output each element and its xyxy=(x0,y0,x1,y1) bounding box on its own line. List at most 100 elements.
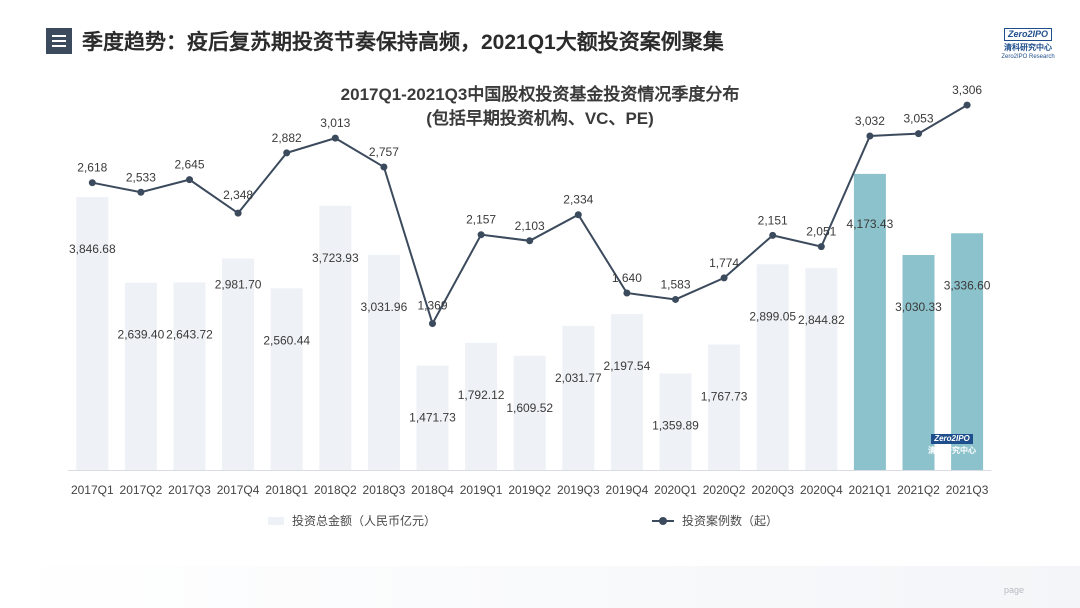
bar-2019Q3 xyxy=(562,325,595,470)
deal-value-label-2020Q4: 2,051 xyxy=(806,225,836,239)
bar-value-label-2018Q1: 2,560.44 xyxy=(263,333,310,347)
logo-cn-name: 清科研究中心 xyxy=(1004,43,1052,52)
watermark-cn-name: 清科研究中心 xyxy=(928,446,976,455)
x-tick-label-2020Q4: 2020Q4 xyxy=(800,483,843,497)
x-tick-label-2019Q3: 2019Q3 xyxy=(557,483,600,497)
footer-bar xyxy=(0,566,1080,608)
bar-2020Q2 xyxy=(708,344,741,470)
deal-point-2020Q1 xyxy=(672,295,679,303)
deal-value-label-2017Q2: 2,533 xyxy=(126,170,156,184)
deal-point-2020Q4 xyxy=(817,243,825,251)
x-tick-label-2018Q4: 2018Q4 xyxy=(411,483,454,497)
deal-point-2021Q1 xyxy=(866,132,874,140)
deal-value-label-2020Q2: 1,774 xyxy=(709,256,739,270)
bar-2019Q1 xyxy=(465,342,498,470)
bar-value-label-2020Q1: 1,359.89 xyxy=(652,419,699,433)
bar-value-label-2020Q3: 2,899.05 xyxy=(749,309,796,323)
x-tick-label-2019Q1: 2019Q1 xyxy=(460,483,503,497)
legend-bar-swatch xyxy=(268,517,284,525)
x-tick-label-2018Q2: 2018Q2 xyxy=(314,483,357,497)
deal-point-2018Q3 xyxy=(380,163,388,171)
legend-line-label: 投资案例数（起） xyxy=(682,514,779,528)
x-tick-label-2020Q1: 2020Q1 xyxy=(654,483,697,497)
deal-value-label-2017Q1: 2,618 xyxy=(77,161,107,175)
deal-point-2021Q3 xyxy=(963,101,971,109)
chart-watermark: Zero2IPO 清科研究中心 xyxy=(922,428,982,456)
deal-value-label-2019Q4: 1,640 xyxy=(612,271,642,285)
x-tick-label-2019Q4: 2019Q4 xyxy=(606,483,649,497)
menu-icon[interactable] xyxy=(46,28,72,54)
bar-value-label-2017Q1: 3,846.68 xyxy=(69,242,116,256)
deal-point-2019Q3 xyxy=(574,211,582,219)
chart-title: 2017Q1-2021Q3中国股权投资基金投资情况季度分布 xyxy=(340,85,740,104)
x-tick-label-2019Q2: 2019Q2 xyxy=(508,483,551,497)
bar-2017Q1 xyxy=(76,197,109,470)
deal-point-2020Q3 xyxy=(769,231,777,239)
x-tick-label-2021Q3: 2021Q3 xyxy=(946,483,989,497)
deal-value-label-2018Q3: 2,757 xyxy=(369,145,399,159)
bar-value-label-2019Q3: 2,031.77 xyxy=(555,371,602,385)
bar-value-label-2017Q2: 2,639.40 xyxy=(118,328,165,342)
bar-value-label-2021Q3: 3,336.60 xyxy=(944,278,991,292)
bar-2018Q4 xyxy=(416,365,449,470)
deal-point-2018Q1 xyxy=(283,149,291,157)
deal-value-label-2017Q4: 2,348 xyxy=(223,188,253,202)
deal-point-2017Q3 xyxy=(186,176,193,184)
bar-value-label-2021Q1: 4,173.43 xyxy=(847,217,894,231)
bar-2017Q3 xyxy=(173,282,206,470)
bar-2017Q2 xyxy=(124,282,157,470)
page-title: 季度趋势：疫后复苏期投资节奏保持高频，2021Q1大额投资案例聚集 xyxy=(82,31,724,54)
deal-value-label-2018Q4: 1,369 xyxy=(417,299,447,313)
deal-point-2017Q1 xyxy=(88,179,96,187)
bar-2021Q3 xyxy=(951,233,984,470)
x-tick-label-2021Q1: 2021Q1 xyxy=(849,483,892,497)
bar-value-label-2018Q2: 3,723.93 xyxy=(312,251,359,265)
slide-header: 季度趋势：疫后复苏期投资节奏保持高频，2021Q1大额投资案例聚集 Zero2I… xyxy=(0,0,1080,84)
deal-value-label-2018Q1: 2,882 xyxy=(272,131,302,145)
bar-2019Q2 xyxy=(513,355,546,470)
x-tick-label-2017Q4: 2017Q4 xyxy=(217,483,260,497)
x-tick-label-2018Q3: 2018Q3 xyxy=(363,483,406,497)
watermark-badge: Zero2IPO xyxy=(931,434,973,444)
bar-2021Q2 xyxy=(902,254,935,470)
legend-line-marker xyxy=(659,517,667,525)
deal-point-2018Q4 xyxy=(429,320,436,328)
zero2ipo-logo: Zero2IPO 清科研究中心 Zero2IPO Research xyxy=(998,24,1058,64)
deal-point-2017Q2 xyxy=(137,188,145,196)
bar-value-label-2017Q4: 2,981.70 xyxy=(215,277,262,291)
deal-value-label-2019Q3: 2,334 xyxy=(563,193,593,207)
bar-2018Q1 xyxy=(270,288,303,470)
bar-value-label-2017Q3: 2,643.72 xyxy=(166,327,213,341)
x-tick-label-2021Q2: 2021Q2 xyxy=(897,483,940,497)
deal-value-label-2019Q2: 2,103 xyxy=(515,219,545,233)
x-tick-label-2018Q1: 2018Q1 xyxy=(265,483,308,497)
deal-value-label-2021Q2: 3,053 xyxy=(903,112,933,126)
bar-value-label-2018Q3: 3,031.96 xyxy=(361,300,408,314)
deal-value-label-2019Q1: 2,157 xyxy=(466,213,496,227)
legend-bar-label: 投资总金额（人民币亿元） xyxy=(292,514,437,528)
bar-value-label-2019Q1: 1,792.12 xyxy=(458,388,505,402)
deal-value-label-2017Q3: 2,645 xyxy=(174,158,204,172)
deal-value-label-2020Q3: 2,151 xyxy=(758,213,788,227)
bar-2020Q4 xyxy=(805,268,838,470)
bar-value-label-2019Q2: 1,609.52 xyxy=(506,401,553,415)
bar-2019Q4 xyxy=(610,314,643,470)
deal-point-2019Q2 xyxy=(526,237,534,245)
deal-point-2020Q2 xyxy=(720,274,728,282)
bar-2020Q3 xyxy=(756,264,789,470)
logo-badge: Zero2IPO xyxy=(1003,28,1052,41)
bar-2018Q2 xyxy=(319,205,352,470)
deal-value-label-2018Q2: 3,013 xyxy=(320,116,350,130)
bar-2021Q1 xyxy=(853,173,886,471)
deal-point-2021Q2 xyxy=(915,130,922,138)
bar-value-label-2020Q2: 1,767.73 xyxy=(701,390,748,404)
chart-subtitle: (包括早期投资机构、VC、PE) xyxy=(426,109,654,128)
combo-chart: 3,846.68 2,639.40 2,643.72 2,981.70 2,560.44… xyxy=(68,83,992,497)
bar-value-label-2020Q4: 2,844.82 xyxy=(798,313,845,327)
bar-2020Q1 xyxy=(659,373,692,470)
x-tick-label-2017Q2: 2017Q2 xyxy=(120,483,163,497)
logo-en-name: Zero2IPO Research xyxy=(1001,54,1055,60)
deal-point-2019Q1 xyxy=(477,231,485,239)
deal-point-2018Q2 xyxy=(331,134,339,142)
page-label: page xyxy=(1004,585,1025,595)
